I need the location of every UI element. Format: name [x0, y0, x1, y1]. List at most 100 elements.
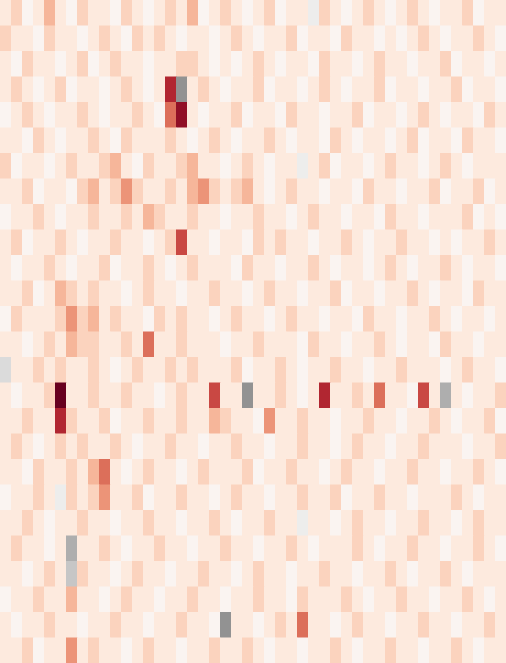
heat-cell [495, 536, 506, 562]
heat-cell [66, 230, 78, 256]
heat-cell [297, 434, 309, 460]
heat-cell [308, 459, 320, 485]
heat-cell [22, 128, 34, 154]
heat-cell [330, 638, 342, 663]
heat-cell [88, 510, 100, 536]
heat-cell [396, 459, 408, 485]
heat-cell [385, 102, 397, 128]
heat-cell [77, 383, 89, 409]
heat-cell [55, 383, 67, 409]
heat-cell [198, 204, 210, 230]
heat-cell [407, 561, 419, 587]
heat-cell [396, 383, 408, 409]
heat-cell [253, 638, 265, 663]
heat-cell [495, 0, 506, 26]
heat-cell [264, 102, 276, 128]
heat-cell [407, 255, 419, 281]
heat-cell [11, 561, 23, 587]
heat-cell [341, 204, 353, 230]
heat-cell [363, 0, 375, 26]
heat-cell [330, 510, 342, 536]
heat-cell [407, 536, 419, 562]
heat-cell [341, 459, 353, 485]
heat-cell [55, 459, 67, 485]
heat-cell [440, 587, 452, 613]
heat-cell [440, 638, 452, 663]
heat-cell [363, 561, 375, 587]
heat-cell [143, 561, 155, 587]
heat-cell [88, 638, 100, 663]
heat-cell [198, 459, 210, 485]
heat-cell [352, 612, 364, 638]
heat-cell [429, 485, 441, 511]
heat-cell [341, 77, 353, 103]
heat-cell [55, 128, 67, 154]
heat-cell [385, 306, 397, 332]
heat-cell [385, 179, 397, 205]
heat-cell [143, 383, 155, 409]
heat-cell [253, 561, 265, 587]
heat-cell [308, 357, 320, 383]
heat-cell [308, 153, 320, 179]
heat-cell [451, 281, 463, 307]
heat-cell [44, 51, 56, 77]
heat-cell [341, 510, 353, 536]
heat-cell [99, 153, 111, 179]
heat-cell [22, 102, 34, 128]
heat-cell [99, 0, 111, 26]
heat-cell [264, 0, 276, 26]
heat-cell [143, 26, 155, 52]
heat-cell [473, 26, 485, 52]
heat-cell [330, 459, 342, 485]
heat-cell [231, 510, 243, 536]
heat-cell [55, 434, 67, 460]
heat-cell [11, 26, 23, 52]
heat-cell [418, 561, 430, 587]
heat-cell [264, 408, 276, 434]
heat-cell [66, 179, 78, 205]
heat-cell [0, 536, 12, 562]
heat-cell [0, 128, 12, 154]
heat-cell [352, 51, 364, 77]
heat-cell [143, 638, 155, 663]
heat-cell [396, 408, 408, 434]
heat-cell [385, 255, 397, 281]
heat-cell [198, 0, 210, 26]
heat-cell [363, 102, 375, 128]
heat-cell [209, 459, 221, 485]
heat-cell [77, 459, 89, 485]
heat-cell [231, 204, 243, 230]
heat-cell [154, 383, 166, 409]
heat-cell [33, 561, 45, 587]
heat-cell [33, 77, 45, 103]
heat-cell [220, 383, 232, 409]
heat-cell [11, 281, 23, 307]
heat-cell [220, 408, 232, 434]
heat-cell [418, 459, 430, 485]
heat-cell [33, 587, 45, 613]
heat-cell [44, 638, 56, 663]
heat-cell [66, 561, 78, 587]
cells [0, 0, 506, 663]
heat-cell [275, 204, 287, 230]
heat-cell [319, 255, 331, 281]
heat-cell [451, 102, 463, 128]
heat-cell [286, 638, 298, 663]
heat-cell [242, 51, 254, 77]
heat-cell [187, 77, 199, 103]
heat-cell [396, 204, 408, 230]
heat-cell [88, 485, 100, 511]
heat-cell [176, 459, 188, 485]
heat-cell [275, 306, 287, 332]
heat-cell [407, 51, 419, 77]
heat-cell [330, 179, 342, 205]
heat-cell [88, 26, 100, 52]
heat-cell [396, 485, 408, 511]
heat-cell [308, 0, 320, 26]
heat-cell [11, 485, 23, 511]
heat-cell [11, 332, 23, 358]
heat-cell [319, 51, 331, 77]
heat-cell [165, 638, 177, 663]
heat-cell [484, 306, 496, 332]
heat-cell [165, 102, 177, 128]
